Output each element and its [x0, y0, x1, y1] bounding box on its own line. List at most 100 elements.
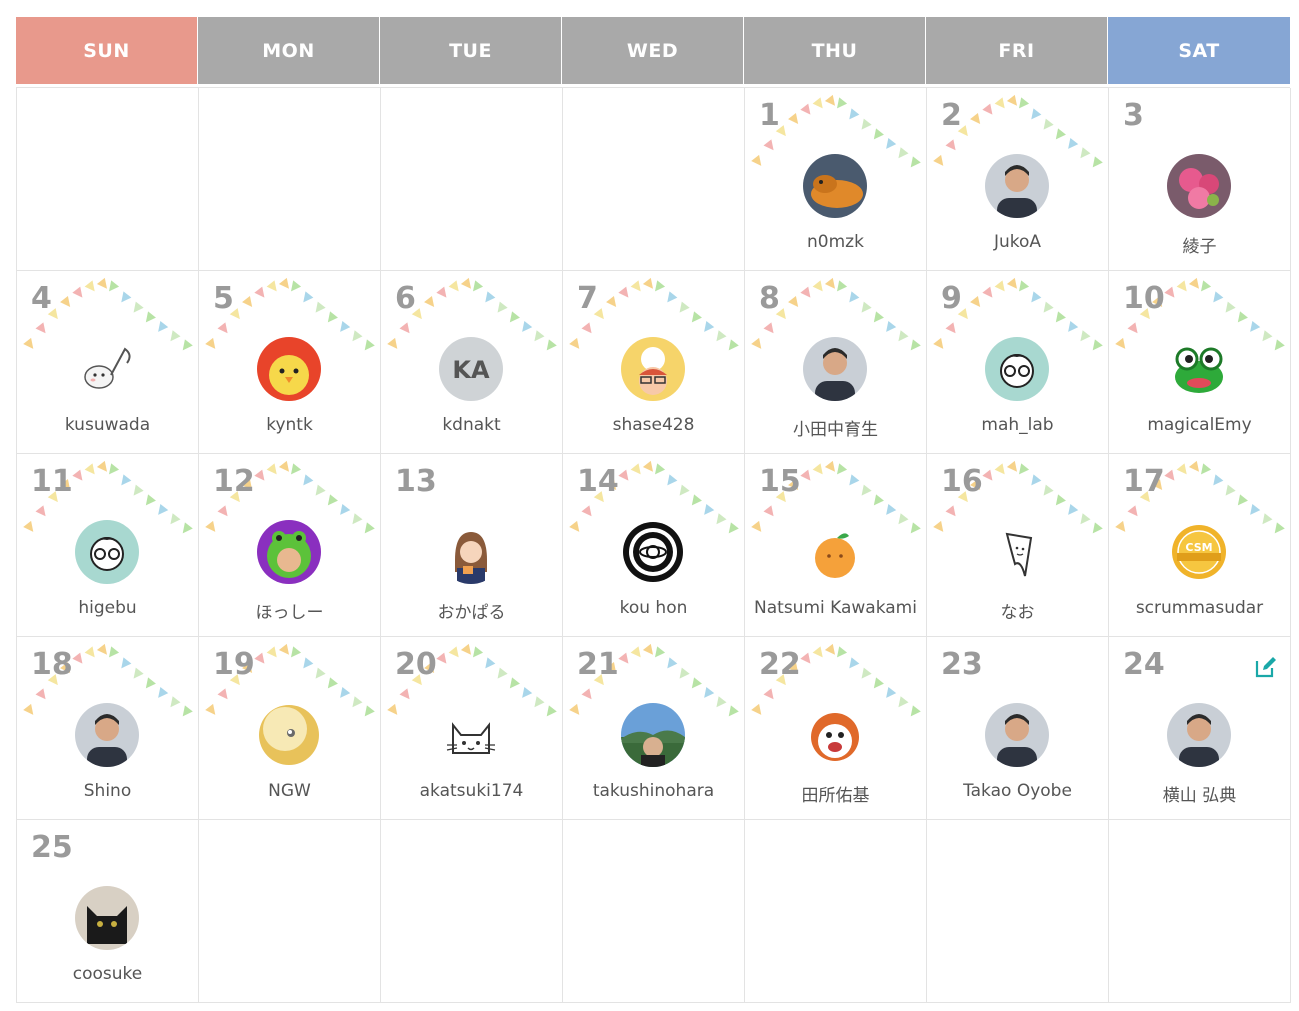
calendar-day-cell[interactable]: 5 kyntk — [199, 271, 381, 454]
pennant-flag — [170, 513, 181, 525]
calendar-day-cell[interactable]: 9 mah_lab — [927, 271, 1109, 454]
user-name-link[interactable]: mah_lab — [981, 415, 1054, 435]
user-name-link[interactable]: なお — [1000, 603, 1035, 623]
pearl-avatar-icon[interactable] — [257, 703, 321, 767]
cat-avatar-icon[interactable] — [439, 703, 503, 767]
user-name-link[interactable]: kyntk — [266, 415, 313, 435]
pennant-flag — [170, 330, 181, 342]
user-name-link[interactable]: higebu — [78, 598, 137, 618]
landscape-avatar-icon[interactable] — [621, 703, 685, 767]
calendar-day-cell[interactable]: 11 higebu — [17, 454, 199, 637]
calendar-day-cell[interactable]: 6 KA kdnakt — [381, 271, 563, 454]
calendar-day-cell[interactable]: 17 CSM scrummasudar — [1109, 454, 1291, 637]
calendar-day-cell[interactable]: 19 NGW — [199, 637, 381, 820]
user-name-link[interactable]: scrummasudar — [1135, 598, 1264, 618]
person-avatar-icon[interactable] — [803, 337, 867, 401]
pennant-flag — [121, 291, 132, 303]
pennant-flag — [158, 320, 169, 332]
chick-avatar-icon[interactable] — [257, 337, 321, 401]
person-avatar-icon[interactable] — [985, 703, 1049, 767]
pennant-flag — [945, 139, 956, 151]
csm-badge-avatar-icon[interactable]: CSM — [1167, 520, 1231, 584]
cartoon-avatar-icon[interactable] — [621, 337, 685, 401]
bunting-decoration — [1115, 277, 1285, 351]
calendar-day-cell[interactable]: 15 Natsumi Kawakami — [745, 454, 927, 637]
user-name-link[interactable]: magicalEmy — [1147, 415, 1252, 435]
calendar-day-cell[interactable]: 24 横山 弘典 — [1109, 637, 1291, 820]
pennant-flag — [1237, 494, 1248, 506]
calendar-day-cell[interactable]: 22 田所佑基 — [745, 637, 927, 820]
glasses-avatar-icon[interactable] — [985, 337, 1049, 401]
mascot-avatar-icon[interactable] — [803, 703, 867, 767]
bunting-decoration — [205, 460, 375, 534]
calendar-day-cell[interactable]: 8 小田中育生 — [745, 271, 927, 454]
calendar-day-cell[interactable]: 16 なお — [927, 454, 1109, 637]
pennant-flag — [278, 643, 290, 655]
calendar-day-cell[interactable]: 20 akatsuki174 — [381, 637, 563, 820]
calendar-day-cell[interactable]: 3 綾子 — [1109, 88, 1291, 271]
calendar-day-cell[interactable]: 21 takushinohara — [563, 637, 745, 820]
pennant-flag — [387, 337, 398, 349]
user-name-link[interactable]: NGW — [268, 781, 311, 801]
lizard-avatar-icon[interactable] — [803, 154, 867, 218]
pennant-flag — [618, 469, 629, 481]
girl-avatar-icon[interactable] — [439, 520, 503, 584]
calendar-day-cell[interactable]: 25 coosuke — [17, 820, 199, 1003]
pennant-flag — [303, 657, 314, 669]
user-name-link[interactable]: Shino — [83, 781, 132, 801]
pennant-flag — [1152, 479, 1163, 490]
user-name-link[interactable]: Takao Oyobe — [963, 781, 1072, 801]
user-name-link[interactable]: 小田中育生 — [793, 420, 878, 440]
pennant-flag — [1225, 484, 1236, 496]
user-name-link[interactable]: takushinohara — [592, 781, 715, 801]
user-name-link[interactable]: kdnakt — [442, 415, 501, 435]
glasses-avatar-icon[interactable] — [75, 520, 139, 584]
person-avatar-icon[interactable] — [1167, 703, 1231, 767]
calendar-day-cell[interactable]: 23 Takao Oyobe — [927, 637, 1109, 820]
pennant-flag — [1139, 308, 1150, 320]
edit-icon[interactable] — [1254, 655, 1278, 679]
user-name-link[interactable]: 横山 弘典 — [1162, 786, 1237, 806]
user-name-link[interactable]: n0mzk — [807, 232, 864, 252]
person-avatar-icon[interactable] — [985, 154, 1049, 218]
user-name-link[interactable]: JukoA — [993, 232, 1042, 252]
flower-avatar-icon[interactable] — [1167, 154, 1231, 218]
person-avatar-icon[interactable] — [75, 703, 139, 767]
pennant-flag — [254, 286, 265, 298]
user-name-link[interactable]: 綾子 — [1182, 237, 1217, 257]
crest-avatar-icon[interactable] — [621, 520, 685, 584]
calendar-day-cell[interactable]: 13 おかぱる — [381, 454, 563, 637]
orange-avatar-icon[interactable] — [803, 520, 867, 584]
user-name-link[interactable]: Natsumi Kawakami — [754, 598, 917, 618]
calendar-day-cell[interactable]: 4 kusuwada — [17, 271, 199, 454]
pennant-flag — [364, 339, 375, 351]
calendar-day-cell[interactable]: 12 ほっしー — [199, 454, 381, 637]
pennant-flag — [812, 646, 823, 658]
calendar-day-cell[interactable]: 7 shase428 — [563, 271, 745, 454]
user-name-link[interactable]: kou hon — [619, 598, 688, 618]
black-cat-avatar-icon[interactable] — [75, 886, 139, 950]
pennant-flag — [1164, 286, 1175, 298]
frog-hood-avatar-icon[interactable] — [257, 520, 321, 584]
user-name-link[interactable]: kusuwada — [64, 415, 151, 435]
calendar-day-cell[interactable]: 2 JukoA — [927, 88, 1109, 271]
pennant-flag — [60, 296, 71, 307]
initials-avatar-icon[interactable]: KA — [439, 337, 503, 401]
calendar-day-cell[interactable]: 1 n0mzk — [745, 88, 927, 271]
music-note-avatar-icon[interactable] — [75, 337, 139, 401]
user-name-link[interactable]: akatsuki174 — [419, 781, 524, 801]
user-name-link[interactable]: shase428 — [612, 415, 695, 435]
pennant-flag — [593, 674, 604, 686]
pennant-flag — [1092, 522, 1103, 534]
calendar-day-cell[interactable]: 18 Shino — [17, 637, 199, 820]
frog-avatar-icon[interactable] — [1167, 337, 1231, 401]
day-number: 18 — [31, 647, 73, 682]
user-name-link[interactable]: ほっしー — [255, 603, 324, 623]
pennant-flag — [497, 667, 508, 679]
user-name-link[interactable]: coosuke — [72, 964, 143, 984]
user-name-link[interactable]: おかぱる — [437, 603, 506, 623]
calendar-day-cell[interactable]: 14 kou hon — [563, 454, 745, 637]
sketch-avatar-icon[interactable] — [985, 520, 1049, 584]
user-name-link[interactable]: 田所佑基 — [801, 786, 870, 806]
calendar-day-cell[interactable]: 10 magicalEmy — [1109, 271, 1291, 454]
